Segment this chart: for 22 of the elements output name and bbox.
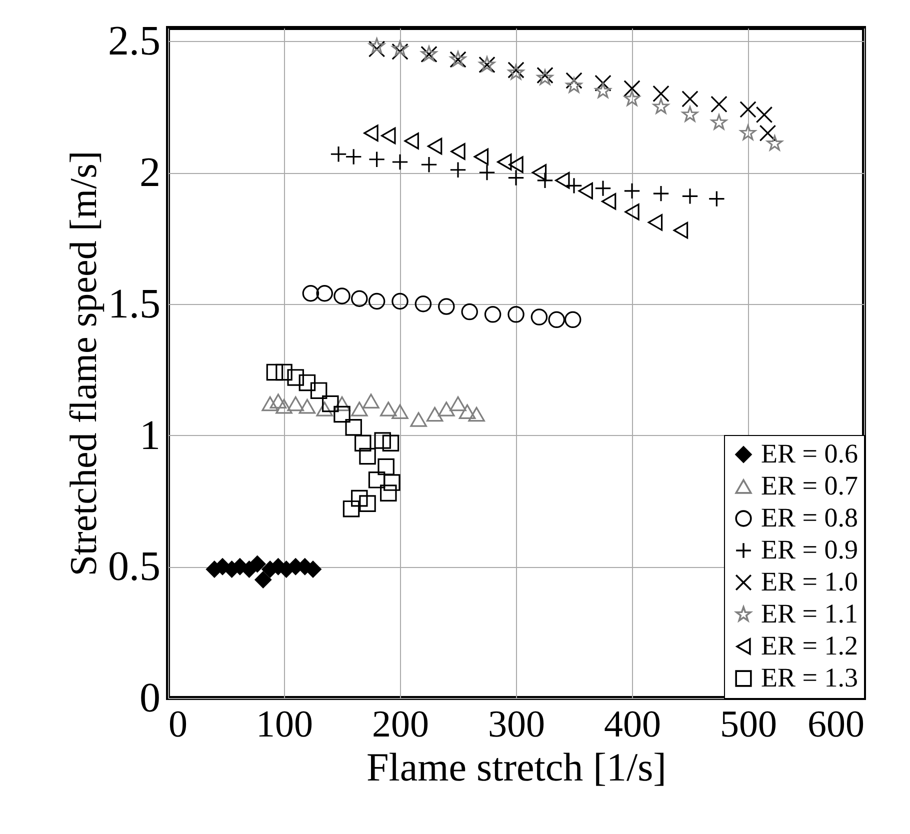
legend-label: ER = 1.2 bbox=[761, 630, 858, 660]
x-axis-title: Flame stretch [1/s] bbox=[366, 744, 666, 790]
legend-label: ER = 0.7 bbox=[761, 470, 858, 500]
x-tick-label: 100 bbox=[256, 704, 313, 746]
x-tick-label: 0 bbox=[168, 704, 188, 746]
legend-label: ER = 1.0 bbox=[761, 566, 858, 596]
legend-label: ER = 0.6 bbox=[761, 438, 858, 468]
x-tick-label: 600 bbox=[808, 704, 864, 746]
legend-label: ER = 1.3 bbox=[761, 662, 858, 692]
y-axis-title: Stretched flame speed [m/s] bbox=[63, 150, 105, 576]
y-tick-label: 1.5 bbox=[108, 281, 160, 328]
y-tick-label: 2 bbox=[140, 150, 160, 196]
x-tick-label: 200 bbox=[372, 704, 429, 746]
legend-label: ER = 0.9 bbox=[761, 534, 858, 564]
legend-label: ER = 1.1 bbox=[761, 598, 858, 628]
y-tick-label: 2.5 bbox=[108, 18, 160, 65]
legend-label: ER = 0.8 bbox=[761, 502, 858, 532]
x-tick-label: 400 bbox=[604, 704, 661, 746]
x-tick-label: 300 bbox=[488, 704, 545, 746]
y-tick-label: 1 bbox=[140, 412, 160, 459]
y-tick-label: 0.5 bbox=[108, 544, 160, 590]
x-tick-label: 500 bbox=[720, 704, 777, 746]
